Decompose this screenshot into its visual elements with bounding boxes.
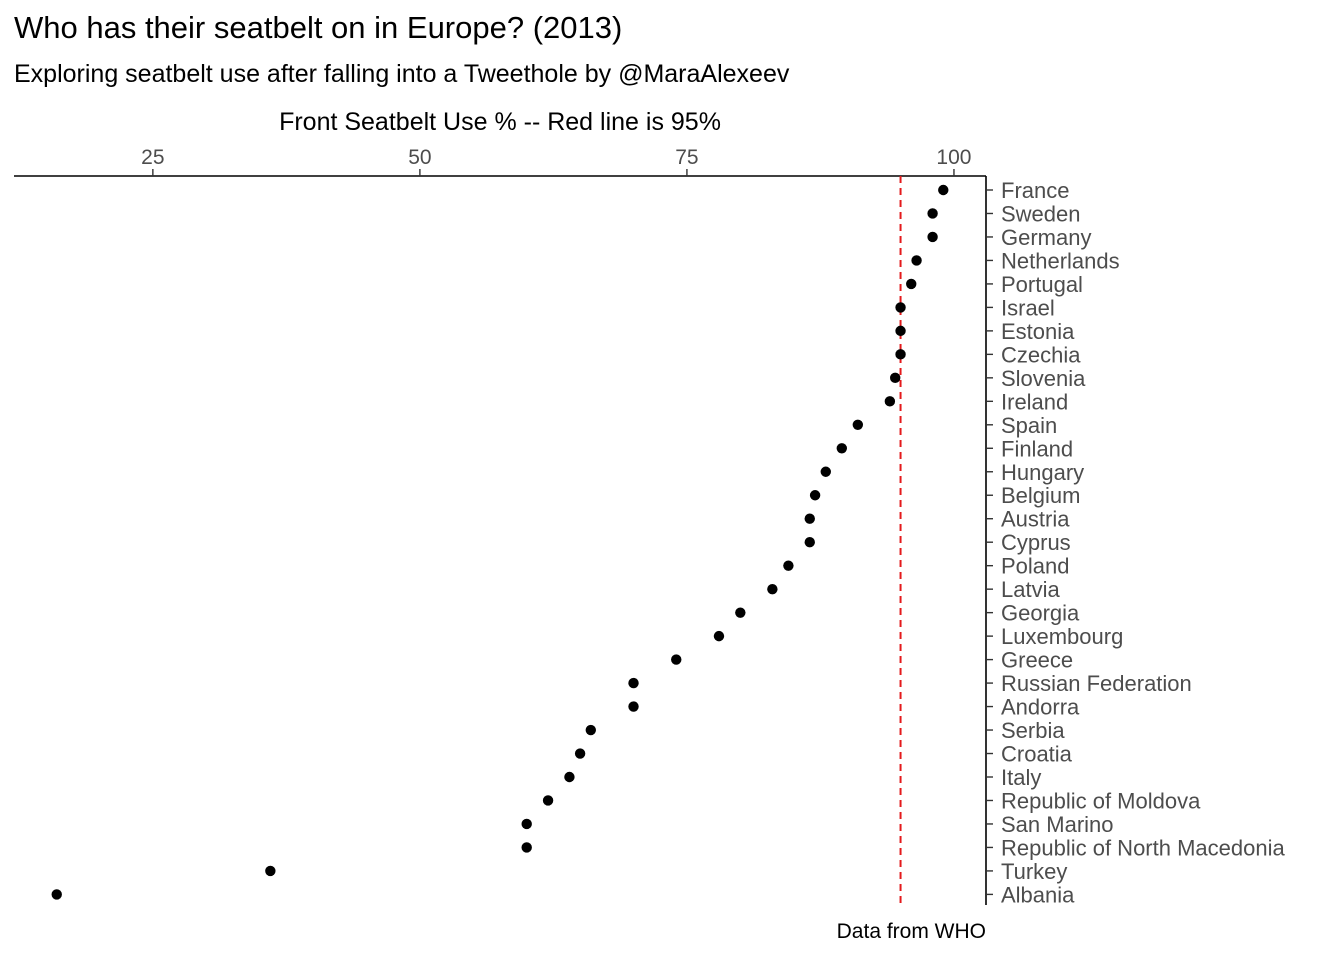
data-point (906, 278, 917, 290)
y-tick-label: Republic of Moldova (1001, 788, 1201, 813)
y-tick-label: Greece (1001, 648, 1073, 673)
data-point (890, 372, 901, 384)
y-tick-label: Albania (1001, 882, 1075, 907)
y-tick-label: Latvia (1001, 577, 1060, 602)
data-point (735, 607, 746, 618)
y-tick-label: Andorra (1001, 695, 1080, 720)
y-tick-label: Slovenia (1001, 366, 1086, 391)
y-axis: FranceSwedenGermanyNetherlandsPortugalIs… (985, 176, 1285, 907)
y-tick-label: Netherlands (1001, 248, 1120, 273)
y-tick-label: Sweden (1001, 201, 1081, 226)
data-point (804, 537, 815, 548)
y-tick-label: Serbia (1001, 718, 1065, 743)
y-tick-label: Ireland (1001, 389, 1068, 414)
y-tick-label: Georgia (1001, 601, 1080, 626)
y-tick-label: France (1001, 178, 1069, 203)
y-tick-label: Belgium (1001, 483, 1080, 508)
x-tick-label: 25 (141, 146, 164, 169)
y-tick-label: Spain (1001, 413, 1057, 438)
data-point (51, 889, 62, 900)
data-point (938, 184, 949, 196)
y-tick-label: Poland (1001, 554, 1070, 579)
data-point (895, 302, 906, 313)
data-point (783, 560, 794, 571)
data-point (927, 231, 938, 243)
y-tick-label: Finland (1001, 436, 1073, 461)
x-axis: 25 50 75 100 (14, 146, 986, 177)
data-point (895, 349, 906, 360)
y-tick-label: Russian Federation (1001, 671, 1192, 696)
chart-caption: Data from WHO (836, 920, 986, 943)
data-point (671, 654, 682, 665)
data-points (51, 184, 949, 900)
y-tick-label: Israel (1001, 295, 1055, 320)
y-tick-label: Germany (1001, 225, 1091, 250)
x-tick-label: 100 (936, 146, 971, 169)
data-point (911, 255, 922, 266)
y-tick-label: Luxembourg (1001, 624, 1123, 649)
y-tick-label: San Marino (1001, 812, 1114, 837)
data-point (895, 325, 906, 337)
data-point (521, 842, 532, 853)
data-point (852, 419, 864, 430)
y-tick-label: Republic of North Macedonia (1001, 835, 1285, 860)
y-tick-label: Cyprus (1001, 530, 1071, 555)
data-point (820, 466, 831, 477)
data-point (836, 443, 848, 454)
data-point (628, 677, 639, 689)
chart-title: Who has their seatbelt on in Europe? (20… (14, 10, 623, 45)
y-tick-label: Hungary (1001, 460, 1084, 485)
data-point (521, 818, 532, 830)
data-point (574, 748, 586, 759)
data-point (713, 630, 725, 642)
y-tick-label: Croatia (1001, 742, 1073, 767)
data-point (884, 396, 896, 407)
data-point (585, 724, 596, 736)
data-point (809, 490, 821, 501)
data-point (804, 513, 815, 524)
y-tick-label: Portugal (1001, 272, 1083, 297)
chart-subtitle: Exploring seatbelt use after falling int… (14, 60, 790, 88)
x-axis-label: Front Seatbelt Use % -- Red line is 95% (279, 108, 721, 136)
data-point (542, 795, 554, 806)
y-tick-label: Czechia (1001, 342, 1081, 367)
data-point (767, 583, 778, 595)
data-point (265, 865, 276, 877)
x-tick-label: 50 (408, 146, 431, 169)
y-tick-label: Italy (1001, 765, 1041, 790)
x-tick-label: 75 (675, 146, 698, 169)
data-point (564, 771, 575, 783)
data-point (927, 208, 938, 219)
y-tick-label: Estonia (1001, 319, 1075, 344)
y-tick-label: Austria (1001, 507, 1070, 532)
y-tick-label: Turkey (1001, 859, 1067, 884)
data-point (628, 701, 639, 712)
